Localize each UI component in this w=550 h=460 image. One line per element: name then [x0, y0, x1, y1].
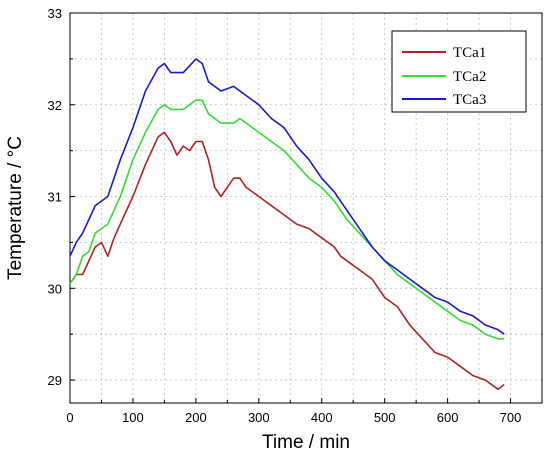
tick-layer: 0 100 200 300 400 500 600 700 29 30 31 32 33	[48, 6, 522, 425]
x-tick-label: 100	[122, 410, 144, 425]
x-tick-label: 200	[185, 410, 207, 425]
series-line-tca1	[69, 131, 505, 391]
legend-label-tca2: TCa2	[453, 69, 486, 85]
y-tick-label: 33	[48, 6, 62, 21]
legend-label-tca1: TCa1	[453, 45, 486, 61]
x-tick-label: 400	[311, 410, 333, 425]
x-tick-label: 300	[248, 410, 270, 425]
x-tick-label: 700	[500, 410, 522, 425]
y-tick-label: 32	[48, 98, 62, 113]
series-layer	[69, 58, 505, 391]
x-tick-label: 0	[66, 410, 73, 425]
x-tick-label: 500	[374, 410, 396, 425]
legend-label-tca3: TCa3	[453, 92, 486, 108]
legend: TCa1 TCa2 TCa3	[391, 30, 527, 113]
y-axis-title: Temperature / °C	[5, 136, 26, 280]
y-tick-label: 29	[48, 373, 62, 388]
x-axis-title: Time / min	[262, 432, 350, 453]
plot-frame	[69, 12, 543, 404]
legend-box	[391, 30, 527, 113]
series-line-tca3	[69, 58, 505, 335]
y-tick-label: 31	[48, 190, 62, 205]
y-tick-label: 30	[48, 281, 62, 296]
series-line-tca2	[69, 99, 505, 340]
x-tick-label: 600	[437, 410, 459, 425]
